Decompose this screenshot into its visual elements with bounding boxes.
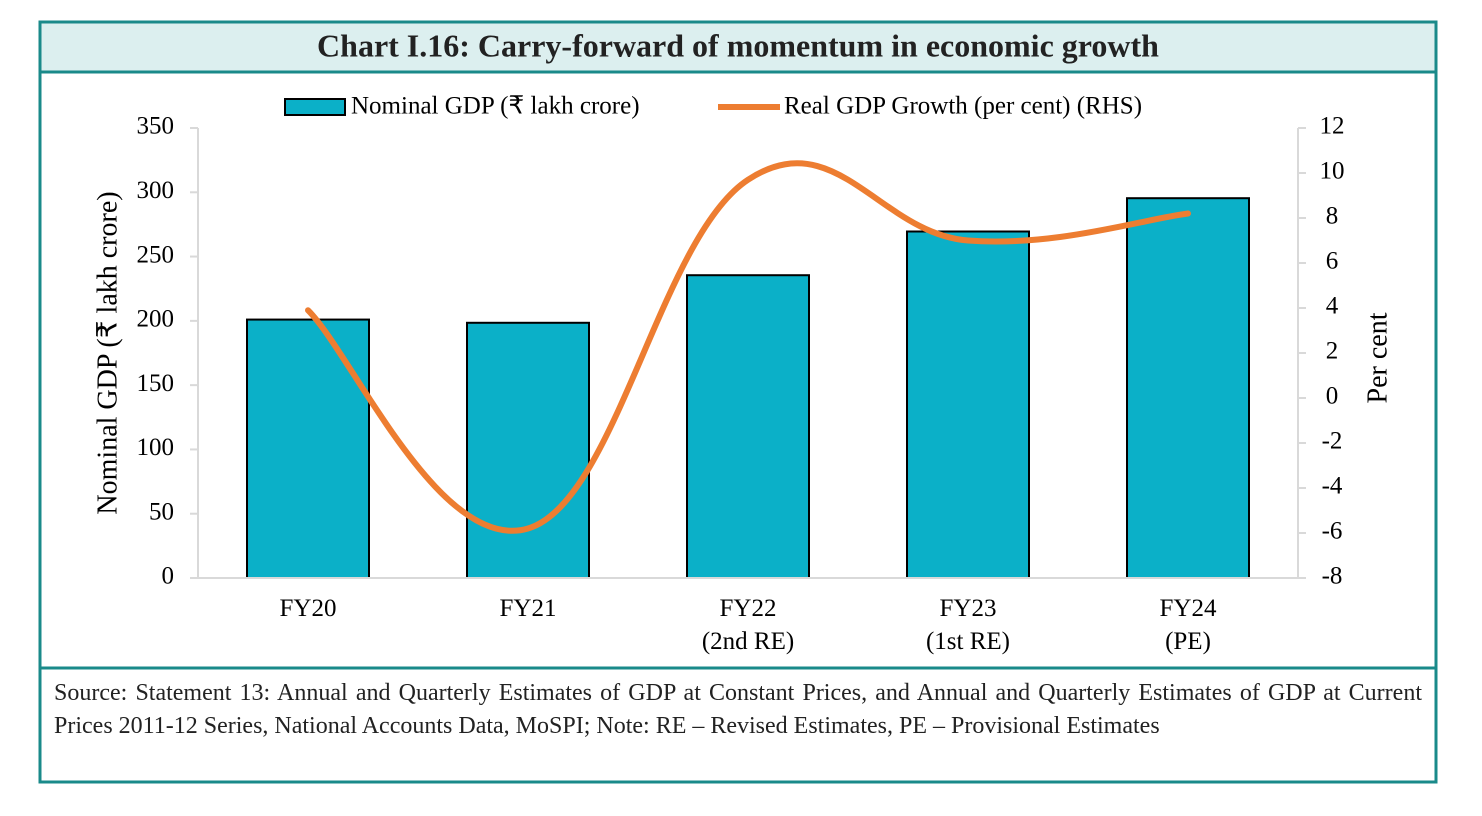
y-tick-label: 150 — [137, 370, 175, 397]
y2-tick-label: 12 — [1320, 113, 1345, 140]
y-tick-label: 200 — [137, 306, 175, 333]
bar — [1126, 197, 1250, 579]
legend-label: Nominal GDP (₹ lakh crore) — [351, 93, 640, 120]
bar — [906, 230, 1030, 579]
y-tick-label: 50 — [149, 498, 174, 525]
y2-tick-label: 4 — [1326, 293, 1339, 320]
y2-tick-label: 2 — [1326, 338, 1339, 365]
y2-axis-title: Per cent — [1362, 312, 1393, 403]
y-axis-title: Nominal GDP (₹ lakh crore) — [92, 191, 123, 514]
legend-label: Real GDP Growth (per cent) (RHS) — [784, 93, 1142, 120]
title-band — [41, 23, 1435, 72]
chart-title: Chart I.16: Carry-forward of momentum in… — [317, 27, 1159, 63]
y2-tick-label: -8 — [1322, 563, 1343, 590]
line — [305, 160, 1191, 534]
y2-tick-label: 10 — [1320, 158, 1345, 185]
y2-tick-label: -2 — [1322, 428, 1343, 455]
x-tick-label: FY23 (1st RE) — [926, 595, 1010, 655]
x-tick-label: FY21 — [500, 595, 557, 622]
y2-tick-label: 0 — [1326, 383, 1339, 410]
x-tick-label: FY20 — [280, 595, 337, 622]
bar — [466, 321, 590, 579]
x-tick-label: FY24 (PE) — [1160, 595, 1217, 655]
bar — [246, 318, 370, 579]
y-tick-label: 100 — [137, 434, 175, 461]
legend-swatch — [284, 98, 346, 116]
y2-tick-label: 6 — [1326, 248, 1339, 275]
y2-tick-label: 8 — [1326, 203, 1339, 230]
source-note: Source: Statement 13: Annual and Quarter… — [54, 680, 1422, 739]
y-tick-label: 300 — [137, 177, 175, 204]
y-tick-label: 0 — [162, 563, 175, 590]
y-tick-label: 350 — [137, 113, 175, 140]
bar — [686, 274, 810, 579]
x-tick-label: FY22 (2nd RE) — [702, 595, 794, 655]
y2-tick-label: -6 — [1322, 518, 1343, 545]
y2-tick-label: -4 — [1322, 473, 1343, 500]
y-tick-label: 250 — [137, 241, 175, 268]
